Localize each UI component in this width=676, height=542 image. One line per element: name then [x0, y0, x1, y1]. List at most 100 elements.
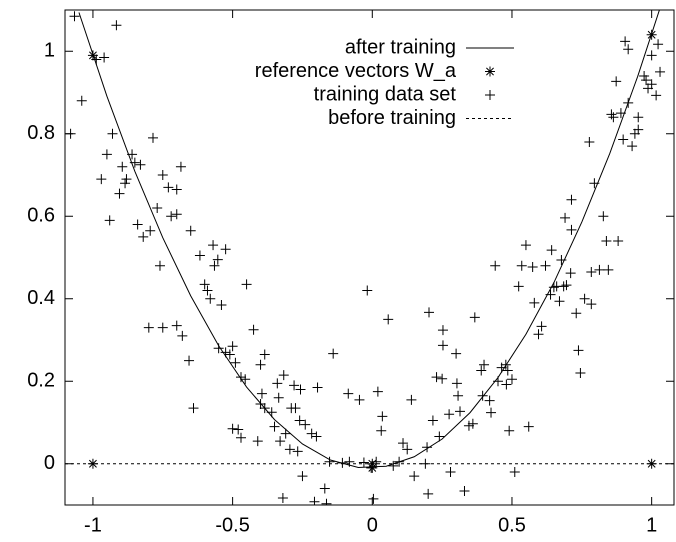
- data-point: [175, 161, 186, 172]
- data-point: [527, 261, 538, 272]
- data-point: [455, 406, 466, 417]
- data-point: [312, 382, 323, 393]
- data-point: [484, 395, 495, 406]
- data-point: [406, 394, 417, 405]
- legend-swatch: [485, 66, 495, 77]
- data-point: [371, 456, 382, 467]
- data-point: [368, 493, 379, 504]
- data-point: [354, 394, 365, 405]
- data-point: [623, 44, 634, 55]
- data-point: [147, 132, 158, 143]
- data-point: [376, 425, 387, 436]
- plot-area: [65, 10, 674, 505]
- data-point: [300, 419, 311, 430]
- data-point: [554, 296, 565, 307]
- legend-label: training data set: [314, 83, 457, 105]
- data-point: [306, 428, 317, 439]
- data-point: [556, 254, 567, 265]
- data-point: [275, 436, 286, 447]
- data-point: [651, 90, 662, 101]
- x-tick-label: -1: [84, 514, 102, 536]
- data-point: [292, 446, 303, 457]
- data-point: [463, 420, 474, 431]
- data-point: [496, 362, 507, 373]
- data-point: [202, 285, 213, 296]
- data-point: [107, 128, 118, 139]
- data-point: [96, 174, 107, 185]
- data-point: [294, 415, 305, 426]
- data-point: [372, 386, 383, 397]
- data-point: [171, 184, 182, 195]
- data-point: [575, 368, 586, 378]
- data-point: [163, 182, 174, 193]
- data-point: [520, 240, 531, 251]
- data-point: [152, 203, 163, 213]
- data-point: [529, 297, 540, 308]
- data-point: [277, 492, 288, 503]
- data-point: [424, 307, 435, 318]
- data-point: [157, 170, 168, 180]
- y-tick-label: 0.6: [27, 205, 55, 227]
- data-point: [319, 483, 330, 494]
- data-point: [437, 340, 448, 351]
- data-point: [248, 324, 259, 335]
- data-point: [427, 415, 438, 426]
- data-point: [533, 329, 544, 340]
- data-point: [289, 380, 300, 391]
- data-point: [573, 345, 584, 356]
- data-point: [208, 240, 219, 251]
- data-point: [205, 293, 216, 304]
- data-point: [138, 231, 149, 242]
- data-point: [101, 149, 112, 160]
- data-point: [324, 456, 335, 467]
- data-point: [154, 260, 165, 271]
- data-point: [344, 456, 355, 467]
- data-point: [272, 378, 283, 389]
- data-point: [199, 279, 210, 290]
- data-point: [76, 95, 87, 106]
- x-tick-label: 0: [367, 514, 378, 536]
- data-point: [509, 467, 520, 477]
- data-point: [655, 66, 666, 77]
- data-point: [409, 471, 420, 482]
- data-point: [615, 108, 626, 119]
- legend-label: after training: [345, 36, 456, 58]
- data-point: [477, 390, 488, 401]
- data-point: [290, 403, 301, 414]
- legend-swatch: [485, 90, 495, 100]
- data-point: [431, 372, 442, 383]
- data-point: [516, 260, 527, 271]
- data-point: [127, 149, 138, 160]
- data-point: [434, 431, 445, 442]
- data-point: [120, 178, 131, 189]
- data-point: [603, 264, 614, 275]
- data-point: [540, 260, 551, 271]
- data-point: [212, 254, 223, 265]
- data-point: [166, 211, 177, 222]
- data-point: [227, 423, 238, 434]
- plot-frame: [64, 9, 675, 506]
- data-point: [362, 285, 373, 296]
- data-point: [639, 71, 650, 81]
- data-point: [114, 188, 125, 199]
- data-point: [437, 325, 448, 336]
- data-point: [618, 134, 629, 145]
- data-point: [502, 365, 513, 376]
- data-point: [216, 299, 227, 310]
- data-point: [273, 392, 284, 403]
- data-point: [230, 357, 241, 368]
- data-point: [297, 471, 308, 482]
- data-point: [309, 496, 320, 505]
- data-point: [366, 462, 377, 473]
- data-point: [284, 444, 295, 455]
- data-point: [504, 425, 515, 436]
- data-point: [486, 407, 497, 418]
- data-point: [185, 225, 196, 236]
- data-point: [117, 161, 128, 172]
- data-point: [235, 432, 246, 443]
- data-point: [235, 372, 246, 383]
- data-point: [220, 244, 231, 255]
- data-point: [99, 52, 110, 63]
- data-point: [584, 137, 595, 147]
- data-point: [321, 498, 332, 505]
